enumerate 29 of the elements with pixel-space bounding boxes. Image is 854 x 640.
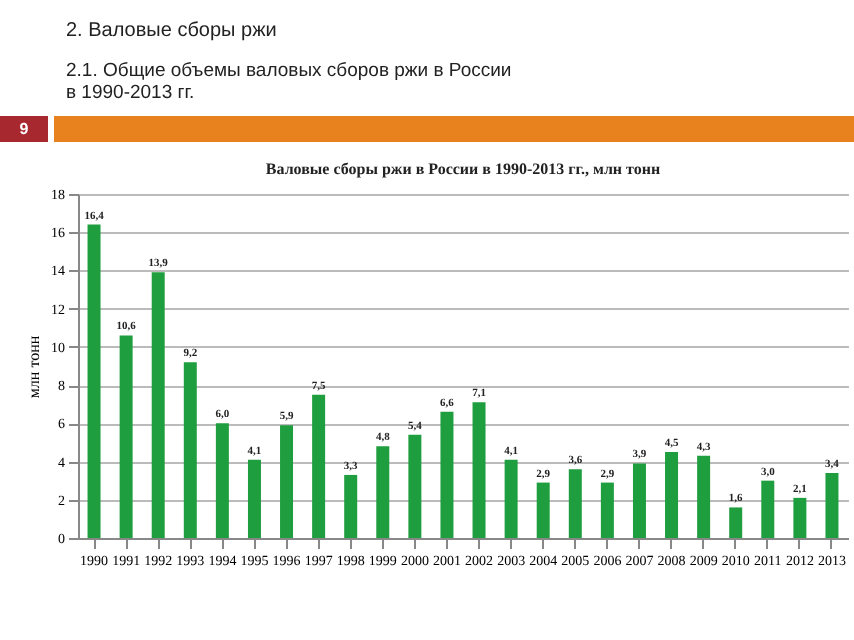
bar: [376, 446, 390, 538]
bar: [215, 423, 229, 538]
bar: [825, 473, 839, 538]
bar: [280, 425, 294, 538]
bar: [119, 335, 133, 538]
y-axis-title: млн тонн: [25, 334, 43, 399]
text: 2.1. Общие объемы валовых сборов ржи в России в 1990-2013 гг.: [66, 60, 514, 104]
text: 9: [0, 116, 48, 142]
bar: [536, 482, 550, 538]
bar: [183, 362, 197, 538]
bar: [312, 394, 326, 538]
text: 2. Валовые сборы ржи: [66, 20, 277, 42]
bar: [761, 480, 775, 538]
bar: [729, 507, 743, 538]
chart-title: Валовые сборы ржи в России в 1990-2013 гг., млн тонн: [265, 160, 661, 178]
bar: [408, 434, 422, 538]
bar: [600, 482, 614, 538]
bar: [793, 497, 807, 538]
bar: [344, 474, 358, 538]
bar: [665, 452, 679, 538]
bar: [151, 272, 165, 538]
bar: [697, 455, 711, 538]
bar: [472, 402, 486, 538]
bar: [568, 469, 582, 538]
bar: [440, 411, 454, 538]
bar: [87, 224, 101, 538]
bar: [632, 463, 646, 538]
bar: [504, 459, 518, 538]
bar: [247, 459, 261, 538]
